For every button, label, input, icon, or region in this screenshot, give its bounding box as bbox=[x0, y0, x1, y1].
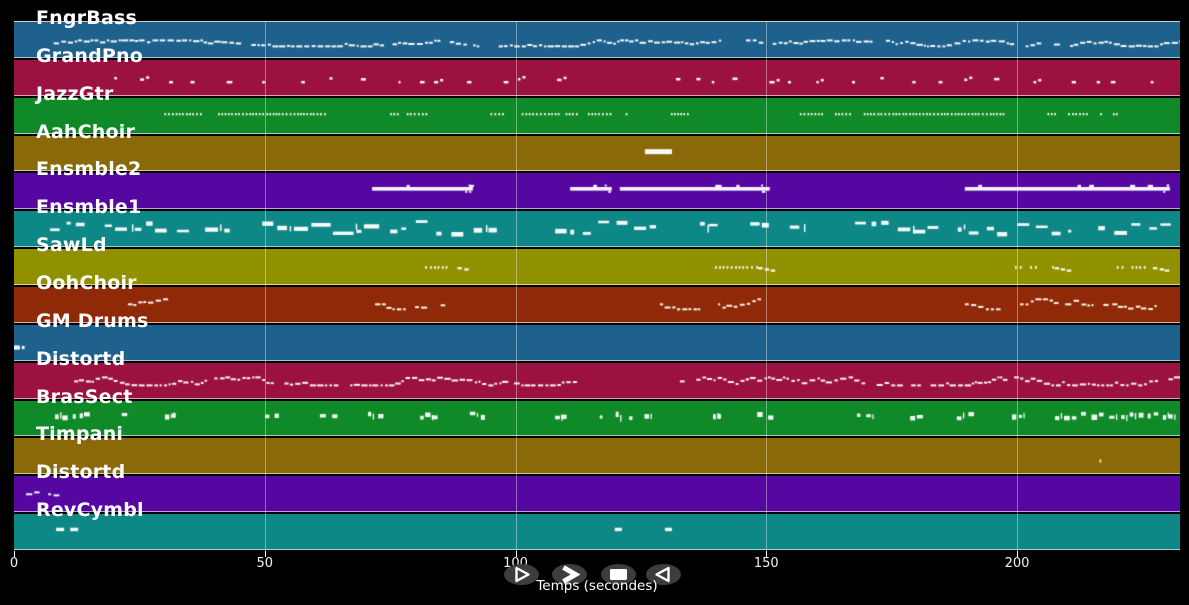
tick-label: 0 bbox=[9, 556, 19, 571]
axis-tick bbox=[766, 551, 768, 557]
track-label: GM Drums bbox=[36, 309, 149, 332]
stop-icon bbox=[609, 569, 627, 580]
play-button[interactable] bbox=[503, 564, 539, 585]
play-icon bbox=[514, 566, 530, 583]
axis-tick bbox=[515, 551, 517, 557]
tick-label: 200 bbox=[1004, 556, 1030, 571]
track-label: Timpani bbox=[36, 423, 124, 446]
notes-layer bbox=[14, 22, 1180, 552]
fast-forward-button[interactable] bbox=[551, 564, 587, 585]
tick-label: 50 bbox=[256, 556, 274, 571]
track-label: FngrBass bbox=[36, 7, 137, 29]
track-plot-area bbox=[14, 21, 1180, 552]
track-label: Distortd bbox=[36, 347, 126, 370]
rewind-icon bbox=[654, 566, 670, 583]
track-label: BrasSect bbox=[36, 385, 133, 408]
track-label: GrandPno bbox=[36, 44, 144, 67]
stop-button[interactable] bbox=[600, 564, 636, 585]
axis-tick bbox=[14, 551, 15, 557]
tick-label: 150 bbox=[753, 556, 779, 571]
track-label: RevCymbl bbox=[36, 499, 144, 522]
track-label: Ensmble1 bbox=[36, 196, 142, 219]
track-label: Ensmble2 bbox=[36, 158, 142, 181]
track-label: OohChoir bbox=[36, 272, 137, 294]
track-label: AahChoir bbox=[36, 120, 136, 143]
track-label: SawLd bbox=[36, 234, 107, 257]
track-label: Distortd bbox=[36, 461, 126, 484]
rewind-button[interactable] bbox=[645, 564, 681, 585]
axis-tick bbox=[264, 551, 266, 557]
axis-tick bbox=[1017, 551, 1018, 557]
fast-forward-icon bbox=[561, 565, 580, 584]
track-label: JazzGtr bbox=[36, 82, 114, 105]
